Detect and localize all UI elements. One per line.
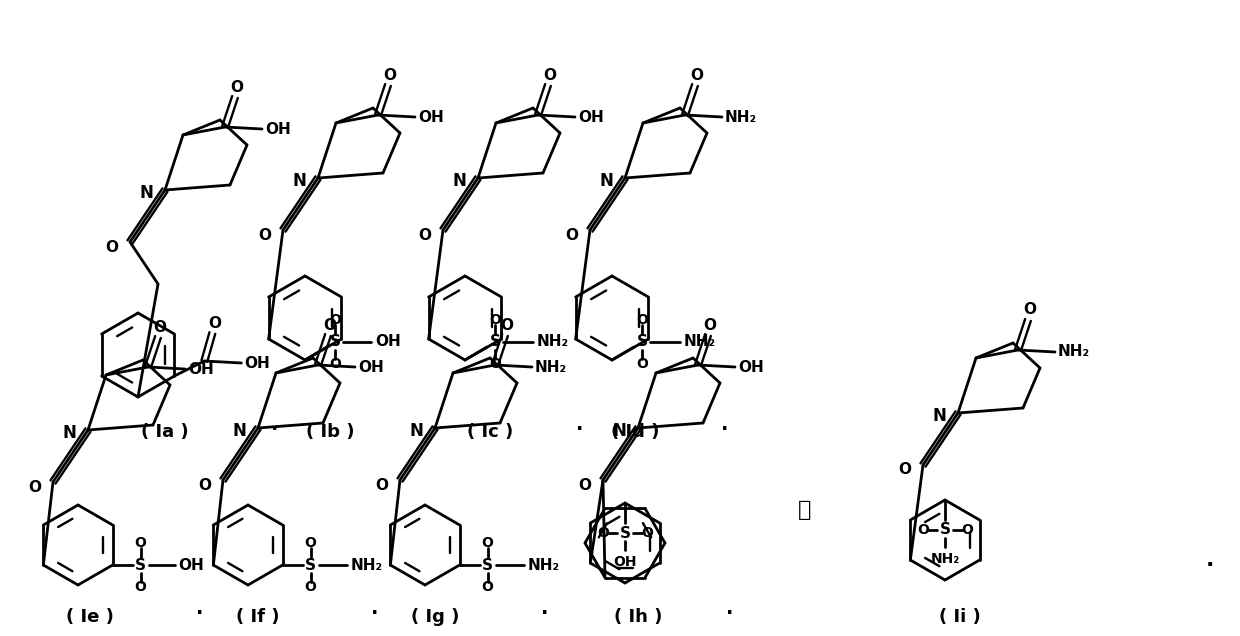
Text: .: . — [722, 415, 729, 434]
Text: .: . — [727, 598, 734, 618]
Text: NH₂: NH₂ — [1058, 345, 1090, 359]
Text: O: O — [324, 317, 336, 333]
Text: NH₂: NH₂ — [930, 552, 960, 566]
Text: S: S — [940, 523, 951, 537]
Text: S: S — [305, 558, 316, 572]
Text: NH₂: NH₂ — [528, 558, 559, 572]
Text: ( Ii ): ( Ii ) — [939, 608, 981, 626]
Text: O: O — [135, 580, 146, 594]
Text: O: O — [565, 228, 579, 242]
Text: O: O — [383, 67, 397, 83]
Text: O: O — [198, 478, 212, 492]
Text: O: O — [419, 228, 432, 242]
Text: O: O — [329, 313, 341, 327]
Text: O: O — [501, 317, 513, 333]
Text: O: O — [703, 317, 717, 333]
Text: N: N — [62, 424, 76, 442]
Text: O: O — [29, 480, 41, 495]
Text: N: N — [613, 422, 626, 440]
Text: .: . — [542, 598, 548, 618]
Text: O: O — [376, 478, 388, 492]
Text: ( Id ): ( Id ) — [611, 423, 660, 441]
Text: O: O — [154, 319, 166, 335]
Text: ( Ic ): ( Ic ) — [467, 423, 513, 441]
Text: OH: OH — [244, 356, 270, 371]
Text: .: . — [432, 415, 439, 434]
Text: O: O — [305, 580, 316, 594]
Text: ( If ): ( If ) — [237, 608, 280, 626]
Text: O: O — [598, 526, 609, 540]
Text: OH: OH — [188, 361, 213, 377]
Text: O: O — [105, 240, 119, 254]
Text: O: O — [208, 315, 221, 331]
Text: OH: OH — [738, 359, 764, 375]
Text: O: O — [231, 80, 243, 95]
Text: O: O — [258, 228, 272, 242]
Text: O: O — [489, 357, 501, 371]
Text: ( Ig ): ( Ig ) — [410, 608, 459, 626]
Text: N: N — [932, 407, 946, 425]
Text: OH: OH — [418, 109, 444, 125]
Text: O: O — [329, 357, 341, 371]
Text: O: O — [489, 313, 501, 327]
Text: N: N — [139, 184, 153, 202]
Text: .: . — [371, 598, 378, 618]
Text: OH: OH — [179, 558, 205, 572]
Text: S: S — [620, 525, 630, 541]
Text: .: . — [272, 415, 279, 434]
Text: N: N — [232, 422, 246, 440]
Text: OH: OH — [614, 555, 637, 569]
Text: 或: 或 — [799, 500, 812, 520]
Text: O: O — [961, 523, 973, 537]
Text: N: N — [293, 172, 306, 190]
Text: NH₂: NH₂ — [725, 109, 758, 125]
Text: NH₂: NH₂ — [684, 335, 717, 350]
Text: O: O — [641, 526, 653, 540]
Text: O: O — [636, 357, 649, 371]
Text: S: S — [482, 558, 494, 572]
Text: O: O — [899, 462, 911, 478]
Text: O: O — [918, 523, 929, 537]
Text: O: O — [481, 580, 494, 594]
Text: O: O — [1023, 303, 1037, 317]
Text: O: O — [691, 67, 703, 83]
Text: OH: OH — [374, 335, 401, 350]
Text: S: S — [636, 335, 647, 350]
Text: .: . — [1205, 550, 1214, 570]
Text: ( Ih ): ( Ih ) — [614, 608, 662, 626]
Text: NH₂: NH₂ — [534, 359, 567, 375]
Text: .: . — [196, 598, 203, 618]
Text: N: N — [409, 422, 423, 440]
Text: OH: OH — [578, 109, 604, 125]
Text: OH: OH — [358, 359, 383, 375]
Text: ( Ia ): ( Ia ) — [141, 423, 188, 441]
Text: ( Ie ): ( Ie ) — [66, 608, 114, 626]
Text: O: O — [305, 536, 316, 550]
Text: NH₂: NH₂ — [537, 335, 569, 350]
Text: ( Ib ): ( Ib ) — [306, 423, 355, 441]
Text: O: O — [579, 478, 591, 492]
Text: N: N — [599, 172, 613, 190]
Text: N: N — [453, 172, 466, 190]
Text: S: S — [330, 335, 341, 350]
Text: O: O — [481, 536, 494, 550]
Text: S: S — [490, 335, 501, 350]
Text: O: O — [543, 67, 557, 83]
Text: O: O — [135, 536, 146, 550]
Text: OH: OH — [265, 121, 290, 137]
Text: NH₂: NH₂ — [351, 558, 383, 572]
Text: .: . — [577, 415, 584, 434]
Text: O: O — [636, 313, 649, 327]
Text: S: S — [135, 558, 146, 572]
